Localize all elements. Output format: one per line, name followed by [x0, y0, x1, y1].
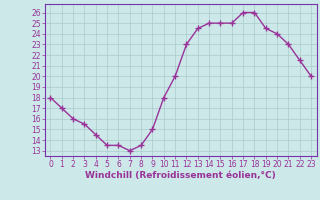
X-axis label: Windchill (Refroidissement éolien,°C): Windchill (Refroidissement éolien,°C): [85, 171, 276, 180]
